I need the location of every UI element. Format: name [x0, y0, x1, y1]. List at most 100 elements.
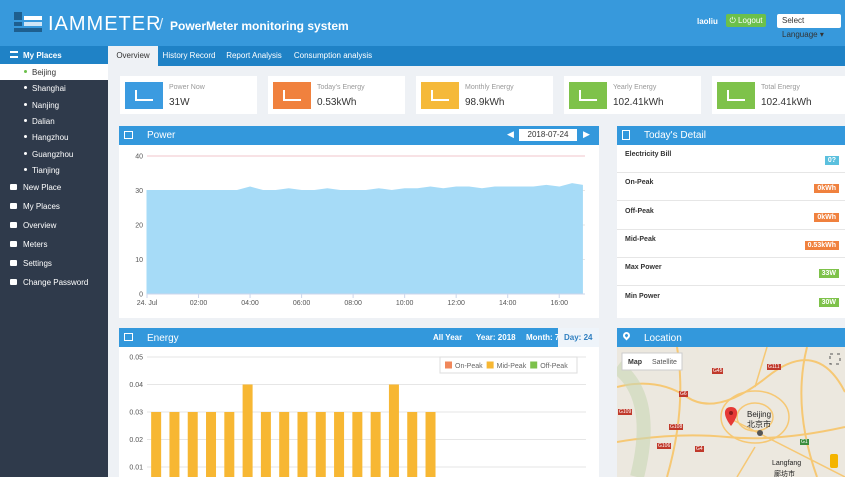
menu-label[interactable]: Meters [23, 240, 48, 249]
town-local-label: 廊坊市 [774, 471, 795, 477]
detail-row: Off-Peak 0kWh [617, 202, 845, 230]
x-tick-label: 08:00 [344, 300, 362, 307]
logout-button[interactable]: ⏻ Logout [726, 14, 766, 27]
legend-swatch[interactable] [486, 361, 494, 369]
menu-icon [10, 203, 17, 209]
map[interactable] [617, 347, 845, 477]
stat-label: Yearly Energy [613, 84, 657, 91]
bar [352, 412, 363, 477]
place-bullet [24, 118, 27, 122]
place-item[interactable]: Shanghai [0, 80, 108, 96]
logo-icon [14, 12, 42, 32]
bar [206, 412, 217, 477]
road-shield: G109 [618, 409, 633, 415]
place-item[interactable]: Hangzhou [0, 129, 108, 145]
logo: IAMMETER [48, 13, 162, 35]
menu-item[interactable]: Change Password [0, 274, 108, 292]
y-tick-label: 20 [135, 223, 143, 230]
tab[interactable]: Overview [108, 46, 158, 66]
place-item[interactable]: Beijing [0, 64, 108, 80]
energy-filter[interactable]: All Year [433, 333, 463, 342]
legend-label[interactable]: Mid-Peak [497, 363, 527, 370]
road-shield: G108 [669, 424, 684, 430]
stat-card: Power Now 31W [120, 76, 257, 114]
menu-label[interactable]: Settings [23, 259, 52, 268]
place-label[interactable]: Hangzhou [32, 133, 69, 143]
panel-icon [622, 130, 630, 140]
separator: / [159, 16, 164, 33]
place-item[interactable]: Dalian [0, 113, 108, 129]
y-tick-label: 0.02 [129, 437, 143, 444]
tab-bar: Overview History Record Report Analysis Con… [108, 46, 845, 66]
place-label[interactable]: Guangzhou [32, 149, 74, 159]
detail-label: Mid-Peak [625, 235, 656, 243]
place-bullet [24, 135, 27, 139]
power-chart: 0 10 20 30 40 24. Jul 02:00 04:00 06:00 08:00 10:0… [135, 154, 585, 307]
menu-label[interactable]: My Places [23, 202, 60, 211]
detail-row: Electricity Bill 0? [617, 145, 845, 173]
legend-swatch[interactable] [530, 361, 538, 369]
place-label[interactable]: Tianjing [32, 165, 60, 175]
energy-filter[interactable]: Day: 24 [558, 328, 599, 347]
menu-label[interactable]: Overview [23, 221, 57, 230]
user-name[interactable]: laoliu [697, 17, 718, 26]
menu-item[interactable]: Meters [0, 236, 108, 254]
stat-label: Today's Energy [317, 84, 365, 91]
place-item[interactable]: Guangzhou [0, 146, 108, 162]
logout-label[interactable]: Logout [738, 16, 763, 25]
road-shield: G1 [800, 439, 809, 445]
y-tick-label: 0 [139, 292, 143, 299]
energy-filter[interactable]: Year: 2018 [476, 333, 516, 342]
road-shield: G106 [657, 443, 672, 449]
detail-badge: 0? [824, 156, 839, 165]
tab[interactable]: History Record [162, 51, 216, 60]
menu-item[interactable]: Overview [0, 217, 108, 235]
town-label: Langfang [772, 460, 802, 467]
y-tick-label: 0.01 [129, 465, 143, 472]
menu-label[interactable]: Change Password [23, 278, 89, 287]
place-label[interactable]: Shanghai [32, 84, 66, 94]
legend-swatch[interactable] [445, 361, 452, 369]
prev-day[interactable]: ◀ [507, 129, 514, 139]
place-label[interactable]: Nanjing [32, 100, 60, 110]
tab[interactable]: Consumption analysis [293, 51, 373, 60]
stat-label: Power Now [169, 84, 205, 91]
place-label[interactable]: Beijing [32, 68, 57, 77]
detail-label: On-Peak [625, 179, 654, 187]
place-label[interactable]: Dalian [32, 116, 55, 126]
bar [260, 412, 271, 477]
legend-label[interactable]: Off-Peak [540, 363, 568, 370]
menu-item[interactable]: New Place [0, 179, 108, 197]
panel-title: Energy [147, 333, 179, 344]
stat-card: Monthly Energy 98.9kWh [416, 76, 553, 114]
next-day[interactable]: ▶ [583, 129, 590, 139]
location-header: Location [617, 328, 845, 347]
energy-filter[interactable]: Month: 7 [526, 333, 560, 342]
stat-label: Monthly Energy [465, 84, 514, 91]
language-label[interactable]: Select Language [782, 16, 818, 39]
date-picker[interactable]: 2018-07-24 [519, 129, 577, 141]
map-button[interactable]: Satellite [652, 359, 677, 366]
stat-value: 102.41kWh [613, 97, 664, 108]
place-item[interactable]: Nanjing [0, 97, 108, 113]
legend-label[interactable]: On-Peak [455, 363, 483, 370]
menu-item[interactable]: My Places [0, 198, 108, 216]
bar [279, 412, 290, 477]
sidebar-section[interactable]: My Places [0, 46, 108, 64]
map-button[interactable]: Map [628, 359, 642, 366]
power-header: Power ◀ 2018-07-24 ▶ [119, 126, 599, 145]
stat-icon [717, 82, 755, 109]
bar [169, 412, 180, 477]
menu-label[interactable]: New Place [23, 183, 62, 192]
stat-value: 98.9kWh [465, 97, 505, 108]
menu-item[interactable]: Settings [0, 255, 108, 273]
menu-icon [10, 241, 17, 247]
place-item[interactable]: Tianjing [0, 162, 108, 178]
section-label[interactable]: My Places [23, 51, 62, 60]
detail-row: Mid-Peak 0.53kWh [617, 230, 845, 258]
detail-row: Min Power 30W [617, 287, 845, 315]
icon-glyph [431, 90, 449, 101]
language-select[interactable]: Select Language ▾ [777, 14, 841, 39]
tab[interactable]: Report Analysis [226, 51, 282, 60]
road-shield: G4 [695, 446, 704, 452]
